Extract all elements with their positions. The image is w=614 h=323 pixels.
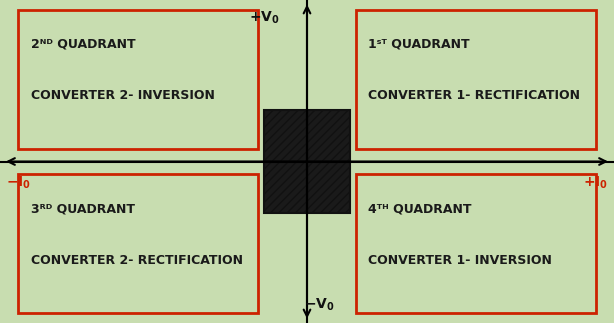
Text: CONVERTER 2- INVERSION: CONVERTER 2- INVERSION xyxy=(31,89,214,102)
Text: $\bf{-I_0}$: $\bf{-I_0}$ xyxy=(6,174,31,191)
Bar xyxy=(356,174,596,313)
Text: $\bf{+V_0}$: $\bf{+V_0}$ xyxy=(249,10,279,26)
Bar xyxy=(18,10,258,149)
Text: CONVERTER 1- INVERSION: CONVERTER 1- INVERSION xyxy=(368,254,552,267)
Bar xyxy=(356,10,596,149)
Text: 4ᵀᴴ QUADRANT: 4ᵀᴴ QUADRANT xyxy=(368,203,472,216)
Text: 3ᴿᴰ QUADRANT: 3ᴿᴰ QUADRANT xyxy=(31,203,134,216)
Text: 1ˢᵀ QUADRANT: 1ˢᵀ QUADRANT xyxy=(368,38,470,51)
Text: $\bf{-V_0}$: $\bf{-V_0}$ xyxy=(304,297,335,313)
Bar xyxy=(264,110,350,213)
Text: CONVERTER 2- RECTIFICATION: CONVERTER 2- RECTIFICATION xyxy=(31,254,243,267)
Text: $\bf{+I_0}$: $\bf{+I_0}$ xyxy=(583,174,608,191)
Text: 2ᴺᴰ QUADRANT: 2ᴺᴰ QUADRANT xyxy=(31,38,135,51)
Text: CONVERTER 1- RECTIFICATION: CONVERTER 1- RECTIFICATION xyxy=(368,89,580,102)
Bar xyxy=(18,174,258,313)
